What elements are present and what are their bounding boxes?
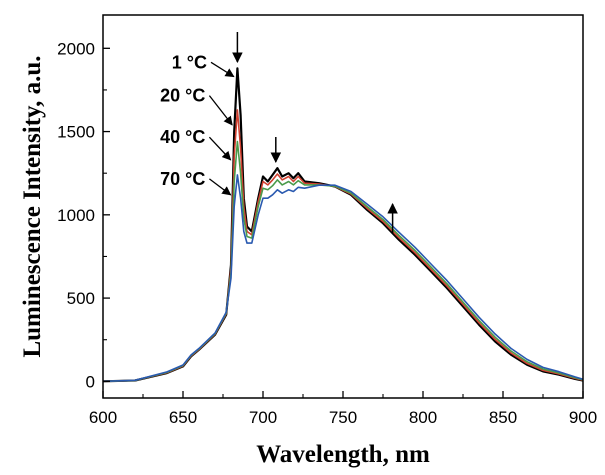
y-tick-label: 500 <box>67 289 95 308</box>
series-layer <box>102 67 584 383</box>
x-tick-label: 900 <box>569 408 597 427</box>
y-tick-label: 1500 <box>57 123 95 142</box>
y-tick-label: 2000 <box>57 39 95 58</box>
annotation-layer: 1 °C 20 °C 40 °C 70 °C <box>160 32 398 234</box>
series-line-3 <box>102 174 584 383</box>
x-tick-label: 750 <box>329 408 357 427</box>
ticks-layer: 600 650 700 750 800 850 900 0 500 1000 1500 2000 <box>57 39 597 427</box>
y-tick-label: 0 <box>86 372 95 391</box>
series-line-1 <box>102 109 584 383</box>
temperature-leader-3 <box>209 178 232 196</box>
temperature-label-0: 1 °C <box>172 52 207 72</box>
temperature-label-1: 20 °C <box>160 86 205 106</box>
temperature-label-2: 40 °C <box>160 127 205 147</box>
x-axis-title: Wavelength, nm <box>256 441 430 468</box>
temperature-leader-1 <box>208 95 233 126</box>
plot-frame <box>102 14 584 399</box>
series-line-0 <box>102 67 584 383</box>
x-tick-label: 700 <box>249 408 277 427</box>
temperature-leader-2 <box>208 136 232 161</box>
temperature-leader-0 <box>210 61 235 78</box>
x-tick-label: 800 <box>409 408 437 427</box>
temperature-label-3: 70 °C <box>160 169 205 189</box>
y-tick-label: 1000 <box>57 206 95 225</box>
y-axis-title: Luminescence Intensity, a.u. <box>19 55 46 357</box>
x-tick-label: 650 <box>169 408 197 427</box>
x-tick-label: 600 <box>89 408 117 427</box>
x-tick-label: 850 <box>489 408 517 427</box>
